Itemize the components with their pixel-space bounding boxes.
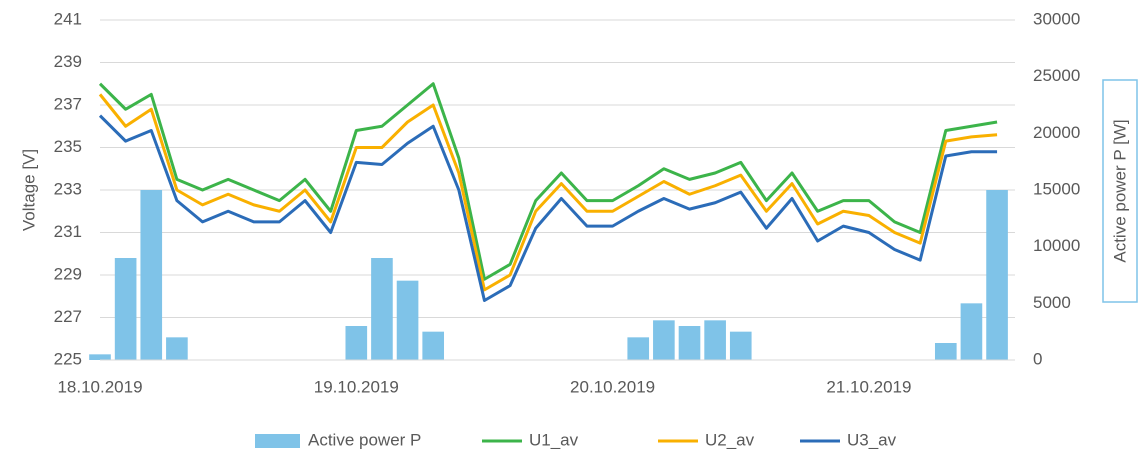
power-bar [166, 337, 188, 360]
legend-label: U1_av [529, 430, 579, 449]
x-tick-label: 18.10.2019 [57, 377, 142, 396]
legend-label: U3_av [847, 430, 897, 449]
power-bar [627, 337, 650, 360]
y2-label-box [1102, 79, 1138, 303]
power-bar [653, 320, 675, 360]
power-bar [986, 190, 1008, 360]
power-bar [704, 320, 726, 360]
y2-tick-label: 25000 [1033, 66, 1080, 85]
voltage-line [98, 82, 998, 281]
power-bar [371, 258, 393, 360]
x-tick-label: 20.10.2019 [570, 377, 655, 396]
power-bar [396, 280, 419, 360]
legend-swatch [255, 434, 300, 448]
power-bar [422, 331, 445, 360]
power-bar [140, 190, 163, 360]
y-tick-label: 225 [54, 349, 82, 368]
y2-tick-label: 0 [1033, 349, 1042, 368]
voltage-line [98, 93, 998, 292]
legend-label: Active power P [308, 430, 421, 449]
x-tick-label: 21.10.2019 [826, 377, 911, 396]
y-tick-label: 235 [54, 137, 82, 156]
power-bar [114, 258, 137, 360]
y-tick-label: 229 [54, 264, 82, 283]
y-tick-label: 231 [54, 222, 82, 241]
y2-tick-label: 10000 [1033, 236, 1080, 255]
power-bar [934, 343, 957, 360]
power-bar [729, 331, 752, 360]
y2-axis-label: Active power P [W] [1110, 119, 1129, 262]
y-tick-label: 237 [54, 94, 82, 113]
y2-tick-label: 30000 [1033, 9, 1080, 28]
y2-tick-label: 20000 [1033, 123, 1080, 142]
y2-tick-label: 5000 [1033, 293, 1071, 312]
legend-label: U2_av [705, 430, 755, 449]
y-tick-label: 233 [54, 179, 82, 198]
x-tick-label: 19.10.2019 [314, 377, 399, 396]
voltage-line [98, 114, 998, 302]
power-bar [89, 354, 111, 360]
y-axis-label: Voltage [V] [19, 149, 38, 231]
y-tick-label: 241 [54, 9, 82, 28]
y2-tick-label: 15000 [1033, 179, 1080, 198]
power-bar [960, 303, 983, 360]
power-bar [345, 326, 368, 360]
power-bar [678, 326, 701, 360]
y-tick-label: 239 [54, 52, 82, 71]
y-tick-label: 227 [54, 307, 82, 326]
